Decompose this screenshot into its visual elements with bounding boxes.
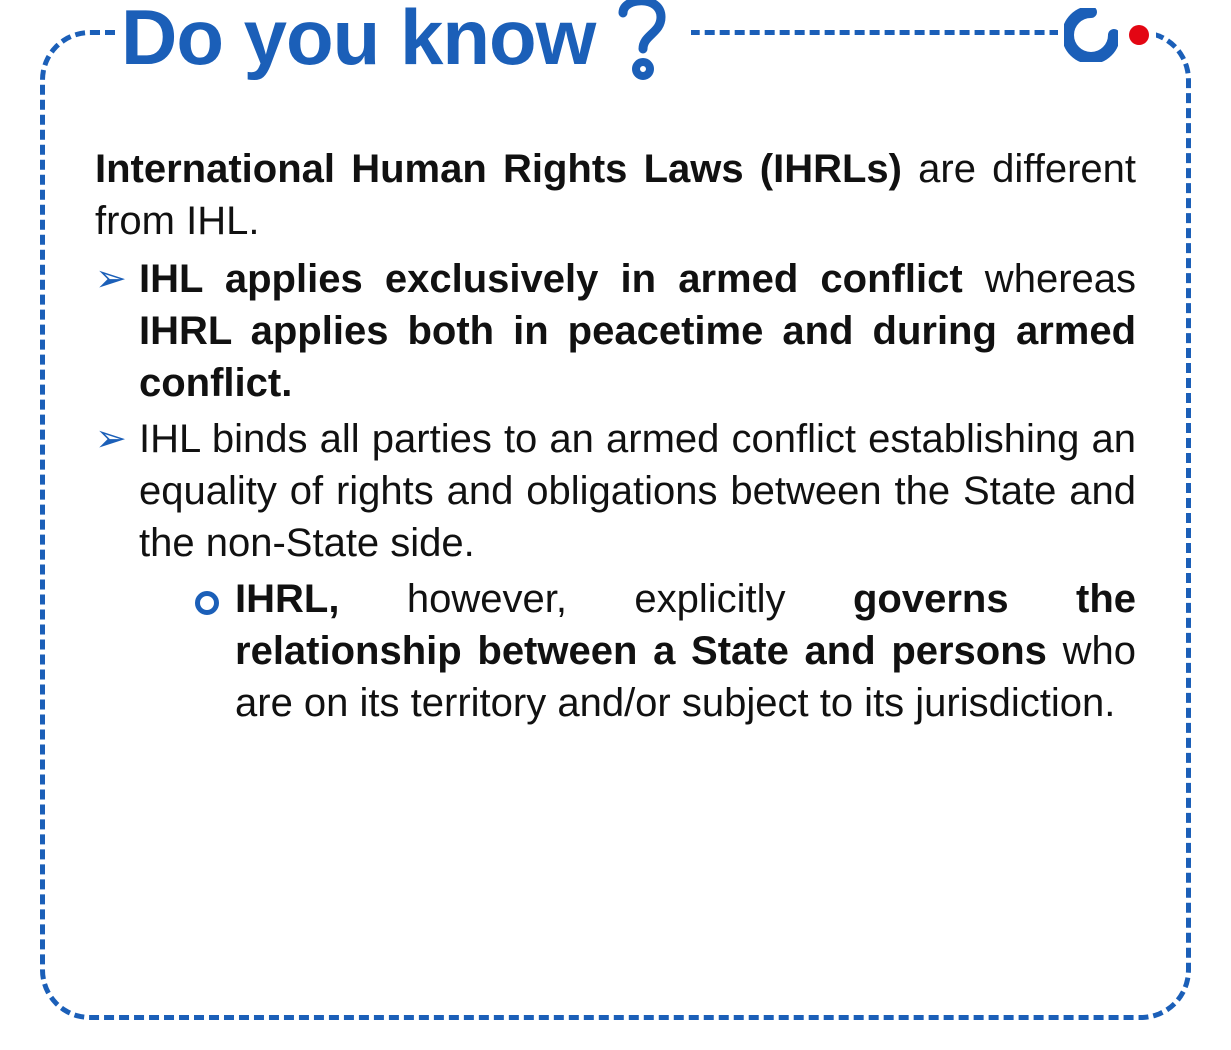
info-box: Do you know International Human Rights L… xyxy=(40,30,1191,1020)
swirl-icon xyxy=(1064,8,1118,67)
dot-icon xyxy=(1128,24,1150,51)
brand-logo xyxy=(1058,8,1156,67)
list-item: IHL binds all parties to an armed confli… xyxy=(95,413,1136,729)
segment: IHL applies exclusively in armed conflic… xyxy=(139,257,963,301)
intro-paragraph: International Human Rights Laws (IHRLs) … xyxy=(95,143,1136,247)
content-body: International Human Rights Laws (IHRLs) … xyxy=(95,143,1136,729)
bullet-list: IHL applies exclusively in armed conflic… xyxy=(95,253,1136,729)
title-text: Do you know xyxy=(121,0,595,83)
title-row: Do you know xyxy=(115,0,1156,87)
question-mark-icon xyxy=(605,0,679,87)
box-title: Do you know xyxy=(115,0,691,87)
list-item: IHL applies exclusively in armed conflic… xyxy=(95,253,1136,409)
segment: IHRL applies both in peacetime and durin… xyxy=(139,309,1136,405)
sub-list: IHRL, however, explicitly governs the re… xyxy=(139,573,1136,729)
segment: however, explicitly xyxy=(339,577,853,621)
sub-list-item: IHRL, however, explicitly governs the re… xyxy=(139,573,1136,729)
segment: IHL binds all parties to an armed confli… xyxy=(139,417,1136,565)
segment: IHRL, xyxy=(235,577,339,621)
intro-bold: International Human Rights Laws (IHRLs) xyxy=(95,147,902,191)
segment: whereas xyxy=(963,257,1136,301)
